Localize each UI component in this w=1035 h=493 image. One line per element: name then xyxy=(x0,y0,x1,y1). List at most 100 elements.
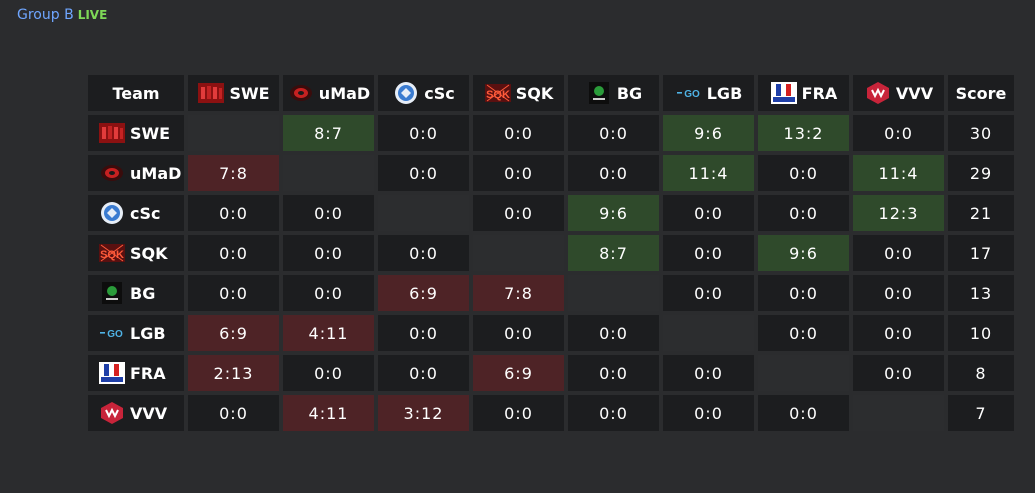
column-header-lgb: GO LGB xyxy=(663,75,754,111)
sqk-logo-icon: SQK xyxy=(98,241,126,265)
team-name-cell[interactable]: FRA xyxy=(88,355,184,391)
team-name-cell[interactable]: GO LGB xyxy=(88,315,184,351)
column-header-label: BG xyxy=(616,83,643,103)
match-result-cell: 4:11 xyxy=(283,315,374,351)
team-score: 13 xyxy=(948,275,1014,311)
match-result-cell: 0:0 xyxy=(568,395,659,431)
svg-text:GO: GO xyxy=(684,89,700,100)
team-name-cell[interactable]: SWE xyxy=(88,115,184,151)
match-result-cell: 0:0 xyxy=(188,235,279,271)
match-result-cell: 0:0 xyxy=(188,395,279,431)
team-name: BG xyxy=(130,283,156,303)
svg-text:SQK: SQK xyxy=(486,89,510,101)
team-name-content: GO LGB xyxy=(88,321,184,345)
team-score: 8 xyxy=(948,355,1014,391)
match-result-cell: 0:0 xyxy=(663,355,754,391)
team-score: 7 xyxy=(948,395,1014,431)
team-name-content: SWE xyxy=(88,121,184,145)
team-column-header: Team xyxy=(88,75,184,111)
match-result-cell: 0:0 xyxy=(473,155,564,191)
match-result-cell: 0:0 xyxy=(568,155,659,191)
team-name-cell[interactable]: cSc xyxy=(88,195,184,231)
match-result-cell: 0:0 xyxy=(853,315,944,351)
column-header-bg: BG xyxy=(568,75,659,111)
standings-table: Team SWE uMaD cSc SQK SQK BG GO LGB FRA VVV Score … xyxy=(84,71,1018,435)
team-name-cell[interactable]: uMaD xyxy=(88,155,184,191)
match-result-cell: 0:0 xyxy=(378,315,469,351)
sqk-logo-icon: SQK xyxy=(484,81,512,105)
column-header-content: uMaD xyxy=(283,81,374,105)
match-result-cell: 0:0 xyxy=(378,235,469,271)
team-name: FRA xyxy=(130,363,166,383)
match-result-cell: 4:11 xyxy=(283,395,374,431)
column-header-content: cSc xyxy=(378,81,469,105)
match-result-cell: 0:0 xyxy=(663,195,754,231)
svg-text:SQK: SQK xyxy=(100,249,124,261)
empty-self-cell xyxy=(853,395,944,431)
column-header-content: FRA xyxy=(758,81,849,105)
match-result-cell: 9:6 xyxy=(568,195,659,231)
column-header-swe: SWE xyxy=(188,75,279,111)
team-row: GO LGB 6:9 4:11 0:0 0:0 0:0 0:0 0:0 10 xyxy=(88,315,1014,351)
team-score: 21 xyxy=(948,195,1014,231)
match-result-cell: 8:7 xyxy=(568,235,659,271)
swe-logo-icon xyxy=(197,81,225,105)
column-header-content: SQK SQK xyxy=(473,81,564,105)
match-result-cell: 0:0 xyxy=(568,115,659,151)
match-result-cell: 0:0 xyxy=(283,355,374,391)
team-name: SQK xyxy=(130,243,168,263)
column-header-sqk: SQK SQK xyxy=(473,75,564,111)
vvv-logo-icon xyxy=(864,81,892,105)
match-result-cell: 0:0 xyxy=(758,315,849,351)
group-title[interactable]: Group B xyxy=(17,7,74,23)
column-header-label: FRA xyxy=(801,83,838,103)
empty-self-cell xyxy=(378,195,469,231)
column-header-csc: cSc xyxy=(378,75,469,111)
csc-logo-icon xyxy=(98,201,126,225)
lgb-logo-icon: GO xyxy=(675,81,703,105)
match-result-cell: 7:8 xyxy=(188,155,279,191)
match-result-cell: 6:9 xyxy=(378,275,469,311)
empty-self-cell xyxy=(568,275,659,311)
column-header-content: BG xyxy=(568,81,659,105)
group-header: Group B LIVE xyxy=(17,7,107,23)
team-row: SQK SQK 0:0 0:0 0:0 8:7 0:0 9:6 0:0 17 xyxy=(88,235,1014,271)
column-header-vvv: VVV xyxy=(853,75,944,111)
team-score: 29 xyxy=(948,155,1014,191)
match-result-cell: 0:0 xyxy=(853,355,944,391)
team-name-content: BG xyxy=(88,281,184,305)
column-header-label: cSc xyxy=(424,83,455,103)
match-result-cell: 0:0 xyxy=(568,355,659,391)
team-score: 30 xyxy=(948,115,1014,151)
vvv-logo-icon xyxy=(98,401,126,425)
match-result-cell: 0:0 xyxy=(283,275,374,311)
team-name: uMaD xyxy=(130,163,182,183)
team-name-cell[interactable]: BG xyxy=(88,275,184,311)
team-row: VVV 0:0 4:11 3:12 0:0 0:0 0:0 0:0 7 xyxy=(88,395,1014,431)
match-result-cell: 0:0 xyxy=(188,275,279,311)
column-header-label: uMaD xyxy=(318,83,371,103)
match-result-cell: 2:13 xyxy=(188,355,279,391)
team-name: cSc xyxy=(130,203,161,223)
column-header-label: VVV xyxy=(895,83,934,103)
match-result-cell: 0:0 xyxy=(378,155,469,191)
empty-self-cell xyxy=(663,315,754,351)
empty-self-cell xyxy=(283,155,374,191)
team-row: SWE 8:7 0:0 0:0 0:0 9:6 13:2 0:0 30 xyxy=(88,115,1014,151)
column-header-content: GO LGB xyxy=(663,81,754,105)
bg-logo-icon xyxy=(98,281,126,305)
lgb-logo-icon: GO xyxy=(98,321,126,345)
team-name-content: SQK SQK xyxy=(88,241,184,265)
team-name-cell[interactable]: VVV xyxy=(88,395,184,431)
team-name-content: cSc xyxy=(88,201,184,225)
team-name-content: FRA xyxy=(88,361,184,385)
team-name-cell[interactable]: SQK SQK xyxy=(88,235,184,271)
umad-logo-icon xyxy=(98,161,126,185)
empty-self-cell xyxy=(758,355,849,391)
match-result-cell: 0:0 xyxy=(853,275,944,311)
match-result-cell: 0:0 xyxy=(473,115,564,151)
score-column-header: Score xyxy=(948,75,1014,111)
empty-self-cell xyxy=(188,115,279,151)
team-row: FRA 2:13 0:0 0:0 6:9 0:0 0:0 0:0 8 xyxy=(88,355,1014,391)
match-result-cell: 11:4 xyxy=(663,155,754,191)
